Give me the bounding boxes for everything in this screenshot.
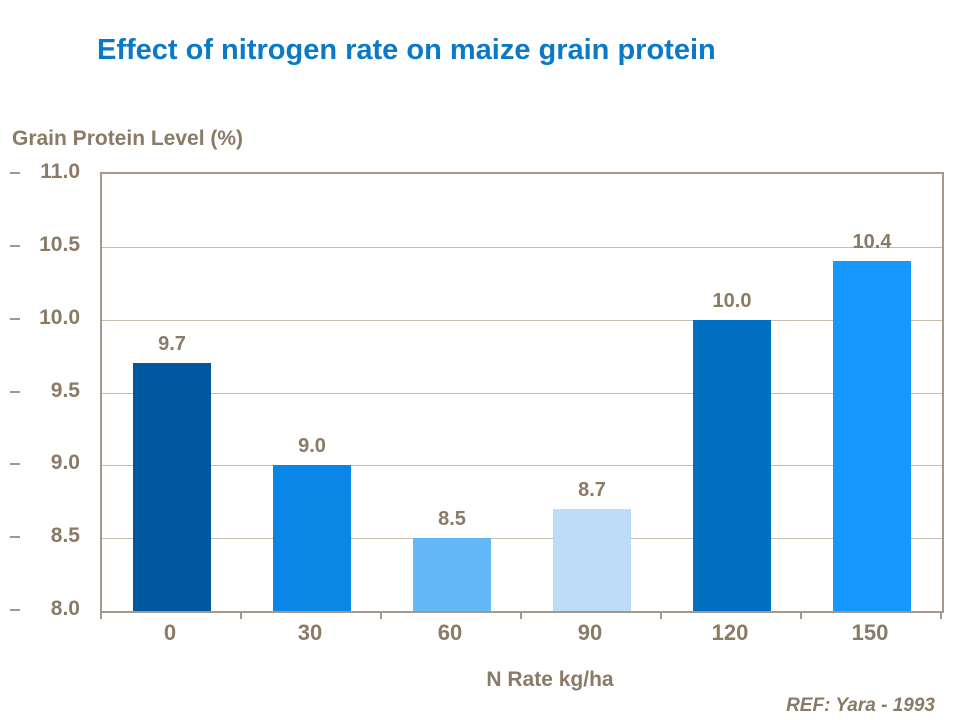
y-tick-label: 8.0 [50,597,80,620]
y-tick-label: 8.5 [50,524,80,547]
gridline [102,538,942,539]
reference-note: REF: Yara - 1993 [786,695,935,716]
bar-value-label: 9.0 [298,435,326,457]
bar-value-label: 8.5 [438,508,466,530]
x-tick-mark [520,611,522,619]
x-tick-label: 0 [163,620,177,645]
x-tick-mark [660,611,662,619]
x-tick-label: 90 [577,620,603,645]
bar [833,261,911,611]
bar-value-label: 10.0 [712,290,752,312]
y-tick-label: 11.0 [40,160,80,183]
bar-group: 9.7 [102,174,242,611]
plot-area: 9.7 9.0 8.5 8.7 10.0 10.4 [100,172,944,613]
y-tick-label: 9.0 [50,451,80,474]
y-tick-mark [10,245,20,247]
bar-group: 8.7 [522,174,662,611]
y-tick-label: 9.5 [50,379,80,402]
x-tick-mark [380,611,382,619]
chart-title: Effect of nitrogen rate on maize grain p… [97,34,716,66]
gridline [102,393,942,394]
x-axis-title: N Rate kg/ha [486,668,614,691]
y-tick-mark [10,609,20,611]
x-tick-label: 120 [711,620,749,645]
bar-value-label: 9.7 [158,333,186,355]
x-tick-mark [800,611,802,619]
x-tick-label: 30 [297,620,323,645]
x-tick-label: 60 [437,620,463,645]
y-tick-label: 10.5 [39,233,80,256]
gridline [102,465,942,466]
bar-group: 10.0 [662,174,802,611]
y-tick-mark [10,536,20,538]
bar-group: 9.0 [242,174,382,611]
y-tick-mark [10,318,20,320]
bar [133,363,211,611]
x-tick-mark [240,611,242,619]
bar-value-label: 8.7 [578,479,606,501]
gridline [102,320,942,321]
y-tick-mark [10,172,20,174]
bar [413,538,491,611]
y-tick-mark [10,463,20,465]
y-tick-label: 10.0 [39,306,80,329]
gridline [102,247,942,248]
y-tick-mark [10,391,20,393]
y-axis-title: Grain Protein Level (%) [12,127,244,150]
bar [273,465,351,611]
x-tick-mark [940,611,942,619]
x-tick-mark [100,611,102,619]
x-tick-label: 150 [851,620,889,645]
bar-group: 8.5 [382,174,522,611]
bar-group: 10.4 [802,174,942,611]
bar-value-label: 10.4 [852,231,892,253]
bar [553,509,631,611]
bar [693,320,771,611]
